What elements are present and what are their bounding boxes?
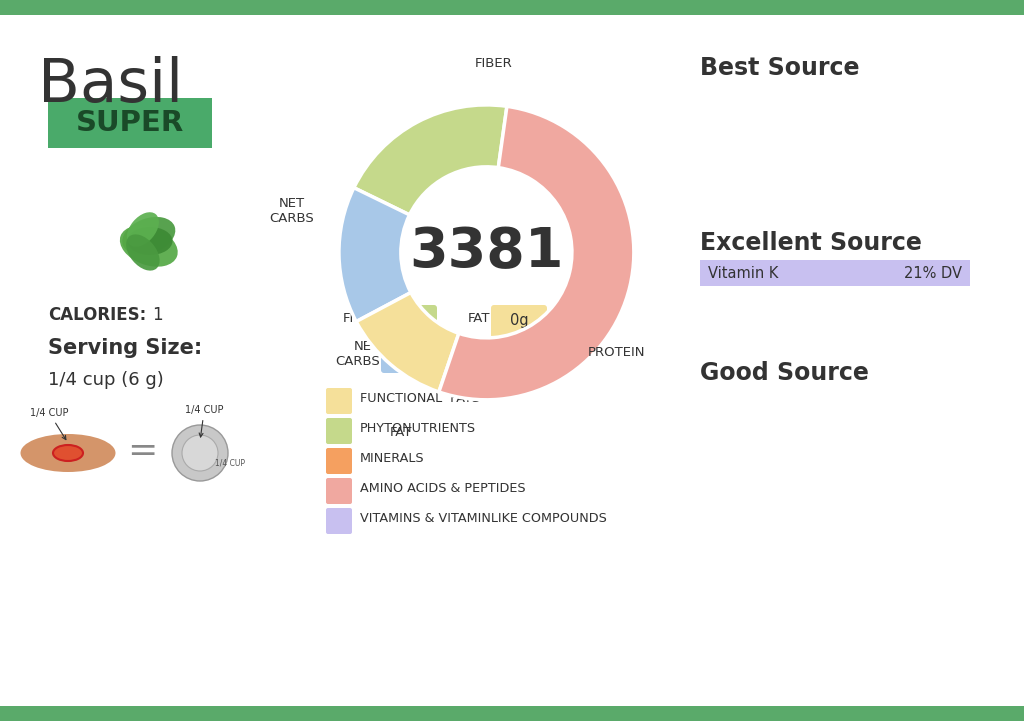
Text: Good Source: Good Source (700, 361, 869, 385)
Ellipse shape (53, 445, 83, 461)
Text: 3381: 3381 (410, 226, 563, 279)
FancyBboxPatch shape (326, 388, 352, 414)
Text: 1: 1 (152, 306, 163, 324)
Text: Vitamin K: Vitamin K (708, 265, 778, 280)
Text: Serving Size:: Serving Size: (48, 338, 203, 358)
FancyBboxPatch shape (326, 448, 352, 474)
FancyBboxPatch shape (381, 305, 437, 338)
FancyBboxPatch shape (326, 508, 352, 534)
Text: NET
CARBS: NET CARBS (335, 340, 380, 368)
FancyBboxPatch shape (490, 340, 547, 373)
Text: FIBER: FIBER (475, 57, 513, 70)
FancyBboxPatch shape (326, 418, 352, 444)
Text: FAT: FAT (468, 312, 490, 325)
Ellipse shape (120, 226, 178, 267)
Text: AMINO ACIDS & PEPTIDES: AMINO ACIDS & PEPTIDES (360, 482, 525, 495)
Ellipse shape (20, 434, 116, 472)
Text: FIBER: FIBER (342, 312, 380, 325)
Ellipse shape (126, 234, 160, 270)
Text: PHYTONUTRIENTS: PHYTONUTRIENTS (360, 423, 476, 435)
Text: 1/4 CUP: 1/4 CUP (30, 408, 69, 440)
Text: VITAMINS & VITAMINLIKE COMPOUNDS: VITAMINS & VITAMINLIKE COMPOUNDS (360, 513, 607, 526)
FancyBboxPatch shape (326, 478, 352, 504)
Ellipse shape (127, 212, 159, 247)
Text: 0.1g: 0.1g (392, 312, 425, 327)
Wedge shape (339, 187, 411, 322)
Text: FAT: FAT (389, 425, 412, 439)
Text: 0.2 g: 0.2 g (501, 348, 538, 363)
Text: PROTEIN: PROTEIN (588, 346, 645, 359)
Text: FUNCTIONAL  FATS: FUNCTIONAL FATS (360, 392, 480, 405)
Wedge shape (356, 293, 459, 392)
Text: Excellent Source: Excellent Source (700, 231, 922, 255)
FancyBboxPatch shape (381, 340, 437, 373)
Ellipse shape (128, 227, 172, 255)
FancyBboxPatch shape (700, 260, 970, 286)
FancyBboxPatch shape (0, 706, 1024, 721)
Circle shape (172, 425, 228, 481)
Text: CALORIES:: CALORIES: (48, 306, 146, 324)
Text: 0g: 0g (510, 312, 528, 327)
FancyBboxPatch shape (48, 98, 212, 148)
Circle shape (182, 435, 218, 471)
Text: 0.1g: 0.1g (392, 348, 425, 363)
FancyBboxPatch shape (490, 305, 547, 338)
Text: NET
CARBS: NET CARBS (269, 197, 314, 225)
FancyBboxPatch shape (0, 0, 1024, 15)
Text: PROTEIN: PROTEIN (432, 348, 490, 360)
Text: Best Source: Best Source (700, 56, 859, 80)
Wedge shape (354, 105, 507, 215)
Text: 1/4 cup (6 g): 1/4 cup (6 g) (48, 371, 164, 389)
Text: MINERALS: MINERALS (360, 453, 425, 466)
Text: 1/4 CUP: 1/4 CUP (215, 459, 245, 467)
Ellipse shape (122, 217, 175, 255)
Text: 1/4 CUP: 1/4 CUP (185, 405, 223, 437)
Text: =: = (127, 434, 158, 468)
Wedge shape (439, 106, 634, 400)
Text: SUPER: SUPER (76, 109, 184, 137)
Text: Basil: Basil (38, 56, 183, 115)
Text: 21% DV: 21% DV (904, 265, 962, 280)
